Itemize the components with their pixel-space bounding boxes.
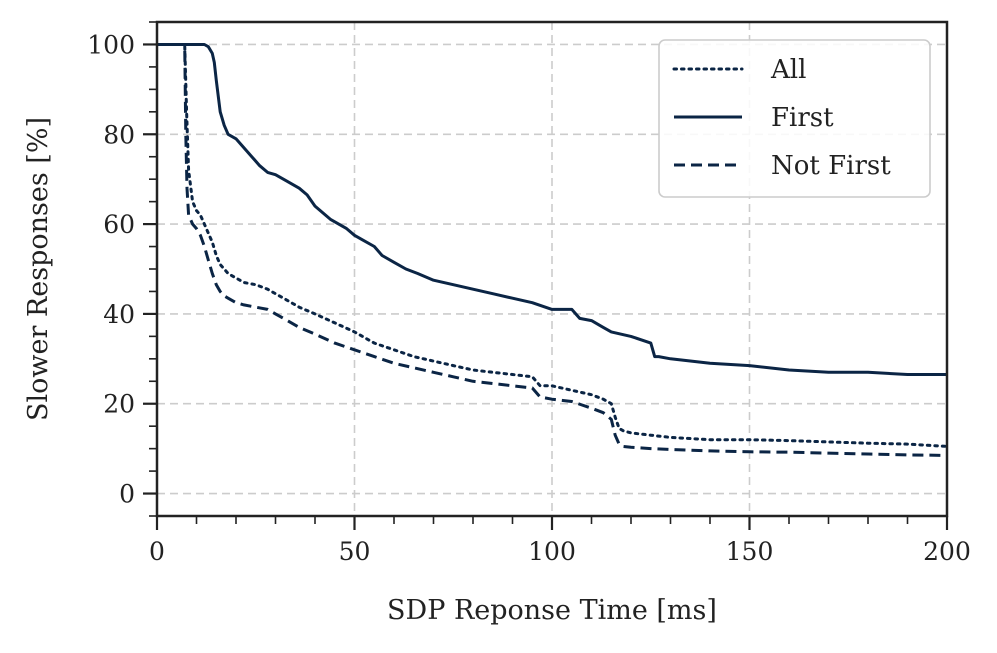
x-tick-label: 50 [339,537,371,566]
series-line-first [157,43,947,376]
x-tick-label: 200 [923,537,971,566]
y-tick-label: 20 [103,390,135,419]
y-axis-label: Slower Responses [%] [23,117,54,421]
y-tick-label: 0 [119,480,135,509]
legend-label-not-first: Not First [771,151,891,181]
y-tick-label: 40 [103,300,135,329]
series-line-not-first [157,43,948,457]
plot-lines [155,43,949,457]
legend-label-first: First [771,103,834,133]
y-tick-label: 80 [103,120,135,149]
legend-label-all: All [770,55,806,85]
y-tick-label: 100 [87,30,135,59]
series-line-all [155,43,949,448]
y-tick-label: 60 [103,210,135,239]
x-tick-label: 150 [726,537,774,566]
ticks [143,21,949,530]
legend: All First Not First [658,39,931,198]
tick-labels: 0 50 100 150 200 0 20 40 60 80 100 [87,30,971,566]
legend-box [658,39,931,198]
x-axis-label: SDP Reponse Time [ms] [387,595,717,626]
x-tick-label: 100 [528,537,576,566]
x-tick-label: 0 [149,537,165,566]
